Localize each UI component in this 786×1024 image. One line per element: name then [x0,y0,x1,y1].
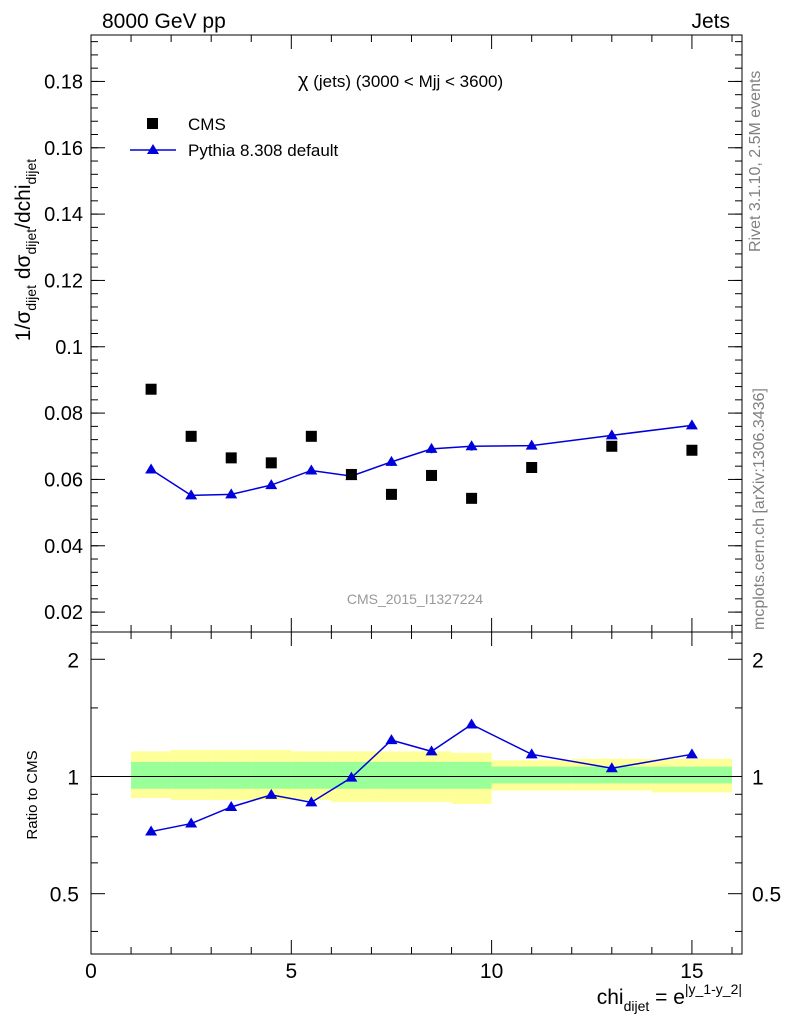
header-right: Jets [691,10,730,33]
x-tick-label: 0 [85,960,97,983]
ratio-band-segment [371,761,412,789]
main-ytick-label: 0.12 [44,270,83,292]
pythia-point [145,463,158,474]
main-ytick-label: 0.1 [55,337,83,359]
ratio-ytick-label-right: 1 [752,766,764,789]
ratio-pythia-point [225,800,238,811]
main-title-chi: χ [298,70,309,92]
ratio-pythia-point [685,748,698,759]
xlabel-chi: chi [597,986,624,1009]
pythia-line [150,424,693,497]
main-panel: 0.02 0.04 0.06 0.08 0.1 0.12 0.14 0.16 0.18 χ (j… [12,34,743,633]
pythia-point [425,442,438,453]
main-series-layer [145,383,698,504]
x-tick-labels: 0 5 10 15 [85,960,703,983]
analysis-id: CMS_2015_I1327224 [347,591,483,607]
x-tick-label: 5 [285,960,297,983]
cms-point [385,488,397,500]
ratio-ylabel: Ratio to CMS [24,750,41,839]
ratio-ytick-labels: 0.5 0.5 1 1 2 2 [50,649,781,906]
xlabel-sub: dijet [624,998,650,1014]
pythia-point [605,429,618,440]
ratio-ytick-label: 1 [67,766,79,789]
cms-point [686,444,698,456]
legend-pythia-marker [147,144,159,154]
ratio-pythia-point [525,748,538,759]
xlabel-sup: |y_1-y_2| [685,981,742,997]
main-ytick-label: 0.02 [44,602,83,624]
pythia-point [465,440,478,451]
legend-cms-marker [147,118,158,129]
main-ytick-labels: 0.02 0.04 0.06 0.08 0.1 0.12 0.14 0.16 0.18 [44,71,83,624]
ratio-ytick-label: 0.5 [50,884,79,907]
ratio-pythia-point [265,788,278,799]
ratio-band-segment [291,761,332,789]
pythia-point [305,464,318,475]
ratio-pythia-line [150,723,693,833]
x-axis-label: chidijet = e|y_1-y_2| [597,981,742,1014]
ratio-pythia-point [145,825,158,836]
ratio-band-segment [491,766,572,784]
cms-point [265,457,277,469]
main-ytick-label: 0.06 [44,469,83,491]
ratio-frame [90,631,743,955]
cms-point [526,461,538,473]
legend-cms-label: CMS [188,115,226,134]
main-ylabel: 1/σdijet dσdijet/dchidijet [12,159,39,341]
pythia-point [265,479,278,490]
cms-point [145,383,157,395]
ratio-band-segment [411,761,452,789]
ratio-band-segment [451,761,492,789]
ratio-band-segment [131,761,172,789]
cms-point [606,440,618,452]
pythia-point [385,455,398,466]
main-ytick-label: 0.14 [44,204,83,226]
rivet-label: Rivet 3.1.10, 2.5M events [747,71,764,252]
pythia-point [685,419,698,430]
cms-point [466,492,478,504]
xlabel-eq: = e [649,986,685,1009]
ratio-pythia-point [605,762,618,773]
ratio-pythia-point [425,745,438,756]
ratio-band-segment [171,761,212,789]
ratio-panel: 0.5 0.5 1 1 2 2 0 5 10 15 Ratio to CMS chidijet … [24,631,781,1014]
ratio-bands [131,749,732,804]
mcplots-label: mcplots.cern.ch [arXiv:1306.3436] [751,388,768,630]
ratio-band-segment [211,761,252,789]
pythia-point [185,489,198,500]
ratio-band-segment [571,766,652,784]
main-ticks [90,35,742,632]
ratio-pythia-point [465,718,478,729]
ratio-pythia-point [305,796,318,807]
cms-point [185,430,197,442]
legend: CMS Pythia 8.308 default [130,115,339,160]
cms-point [305,430,317,442]
cms-point [426,469,438,481]
main-ytick-label: 0.04 [44,536,83,558]
ratio-band-segment [251,761,292,789]
main-ytick-label: 0.08 [44,403,83,425]
ratio-band-segment [651,766,732,784]
ratio-pythia-point [185,817,198,828]
cms-point [225,452,237,464]
ratio-ytick-label: 2 [67,649,79,672]
legend-pythia-label: Pythia 8.308 default [188,141,339,160]
ratio-ticks [90,632,742,954]
cms-point [345,468,357,480]
x-tick-label: 15 [680,960,703,983]
main-ytick-label: 0.16 [44,138,83,160]
main-ytick-label: 0.18 [44,71,83,93]
pythia-point [525,439,538,450]
ratio-ytick-label-right: 2 [752,649,764,672]
ratio-pythia-point [345,771,358,782]
main-title-rest: (jets) (3000 < Mjj < 3600) [309,72,504,91]
main-title: χ (jets) (3000 < Mjj < 3600) [298,70,503,92]
ratio-ytick-label-right: 0.5 [752,884,781,907]
ratio-pythia-point [385,734,398,745]
pythia-point [225,488,238,499]
header-left: 8000 GeV pp [102,10,226,33]
x-tick-label: 10 [480,960,503,983]
ratio-series-layer [145,718,698,836]
